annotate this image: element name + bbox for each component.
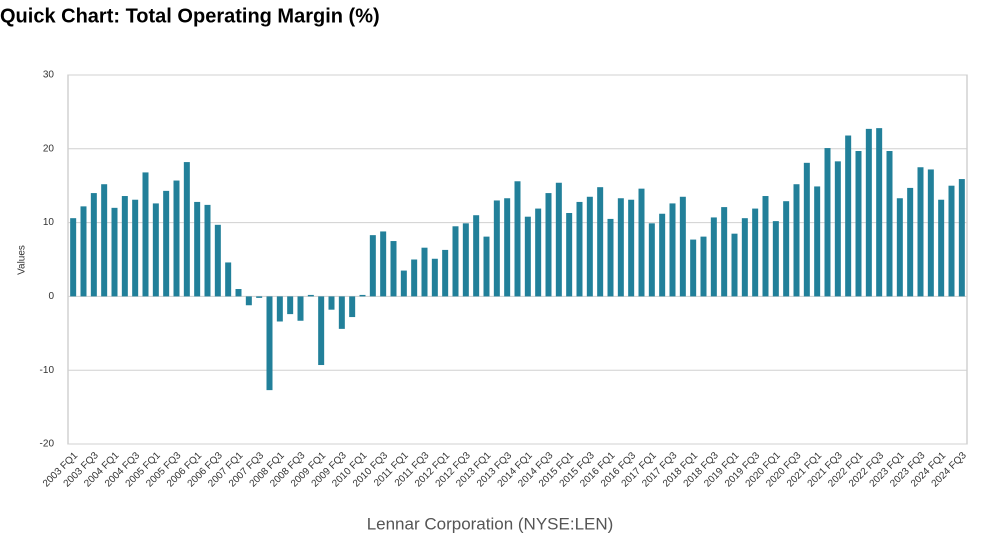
bar (876, 128, 883, 297)
bar (266, 296, 273, 391)
bar (256, 296, 263, 298)
bar (545, 193, 552, 297)
bar (400, 270, 407, 297)
bar (896, 198, 903, 297)
y-tick-label: -10 (40, 365, 55, 376)
bar (886, 151, 893, 297)
bar (421, 247, 428, 297)
y-tick-label: 10 (43, 217, 55, 228)
bar (690, 239, 697, 297)
bar (101, 184, 108, 297)
bar (700, 236, 707, 297)
bar (349, 296, 356, 318)
bar (225, 262, 232, 297)
bar (514, 181, 521, 297)
y-tick-label: 0 (48, 291, 54, 302)
bar (70, 218, 77, 297)
bar (132, 199, 139, 297)
bar (586, 196, 593, 297)
bar (142, 172, 149, 297)
bar (741, 218, 748, 297)
bar (927, 169, 934, 297)
bar (121, 196, 128, 297)
bar (628, 199, 635, 297)
bar (535, 208, 542, 297)
bar (431, 258, 438, 297)
bar (183, 162, 190, 297)
bar (834, 161, 841, 297)
chart-title: Quick Chart: Total Operating Margin (%) (0, 5, 380, 27)
bar (452, 226, 459, 297)
bar (297, 296, 304, 321)
bar (783, 201, 790, 297)
bar (369, 235, 376, 297)
bar (318, 296, 325, 366)
bar (865, 128, 872, 297)
bar (504, 198, 511, 297)
bar (814, 186, 821, 297)
bar (824, 148, 831, 297)
bar (287, 296, 294, 315)
bar (163, 190, 170, 297)
y-tick-label: 30 (43, 70, 55, 81)
bar (648, 223, 655, 297)
bar (235, 289, 242, 297)
bar (566, 213, 573, 297)
bar (111, 207, 118, 297)
bar (958, 179, 965, 297)
bar (214, 224, 221, 297)
bar (803, 162, 810, 297)
bar (524, 216, 531, 297)
bar (173, 180, 180, 297)
bar (80, 206, 87, 297)
bar (390, 241, 397, 297)
y-tick-label: 20 (43, 143, 55, 154)
bar (617, 198, 624, 297)
bar (493, 200, 500, 297)
bar (328, 296, 335, 310)
y-axis-label: Values (17, 245, 28, 275)
bar (855, 151, 862, 297)
bar (194, 201, 201, 297)
bar (245, 296, 252, 306)
y-tick-label: -20 (40, 439, 55, 450)
bar (204, 204, 211, 297)
bar (380, 231, 387, 297)
bar (679, 196, 686, 297)
bar (90, 193, 97, 297)
bar (555, 182, 562, 297)
bar (731, 233, 738, 297)
bar (845, 135, 852, 297)
bar (752, 208, 759, 297)
bar (772, 221, 779, 297)
bar (307, 294, 314, 297)
bar (597, 187, 604, 297)
x-axis-label: Lennar Corporation (NYSE:LEN) (367, 514, 614, 533)
bar (276, 296, 283, 322)
bar (948, 185, 955, 297)
bar (462, 223, 469, 297)
bar (659, 213, 666, 297)
bar (473, 215, 480, 297)
bar (669, 203, 676, 297)
bar (359, 294, 366, 297)
bar (576, 201, 583, 297)
bar (721, 207, 728, 297)
bar (793, 184, 800, 297)
bar (442, 249, 449, 297)
bar (607, 218, 614, 297)
bar (338, 296, 345, 329)
bar (411, 259, 418, 297)
bar (152, 203, 159, 297)
bar (762, 196, 769, 297)
bar (917, 167, 924, 297)
bar (483, 236, 490, 297)
bar (638, 188, 645, 297)
bar (710, 217, 717, 297)
bar (938, 199, 945, 297)
bar (907, 187, 914, 297)
